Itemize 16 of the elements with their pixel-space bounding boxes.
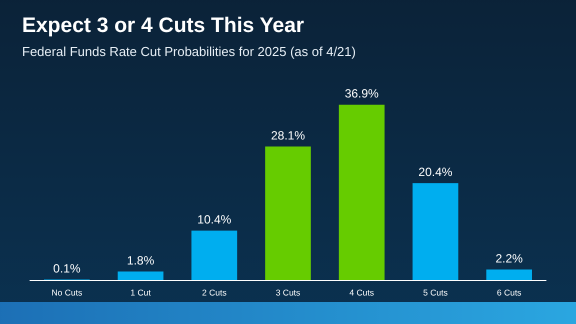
chart-subtitle: Federal Funds Rate Cut Probabilities for 2025 (as of 4/21) <box>22 44 356 59</box>
data-label: 20.4% <box>418 165 453 180</box>
data-label: 10.4% <box>197 212 232 227</box>
data-label: 0.1% <box>53 262 81 276</box>
chart-title: Expect 3 or 4 Cuts This Year <box>22 14 304 38</box>
x-tick-label: 5 Cuts <box>423 288 448 298</box>
x-tick-label: 2 Cuts <box>202 288 227 298</box>
x-tick-label: No Cuts <box>52 288 82 298</box>
x-tick-label: 6 Cuts <box>496 288 522 298</box>
x-tick-label: 3 Cuts <box>276 288 300 298</box>
data-label: 28.1% <box>270 128 306 143</box>
x-tick-label: 4 Cuts <box>349 288 374 298</box>
data-label: 1.8% <box>126 253 155 268</box>
x-tick-label: 1 Cut <box>130 288 152 298</box>
data-label: 2.2% <box>495 252 524 266</box>
data-label: 36.9% <box>344 86 380 101</box>
